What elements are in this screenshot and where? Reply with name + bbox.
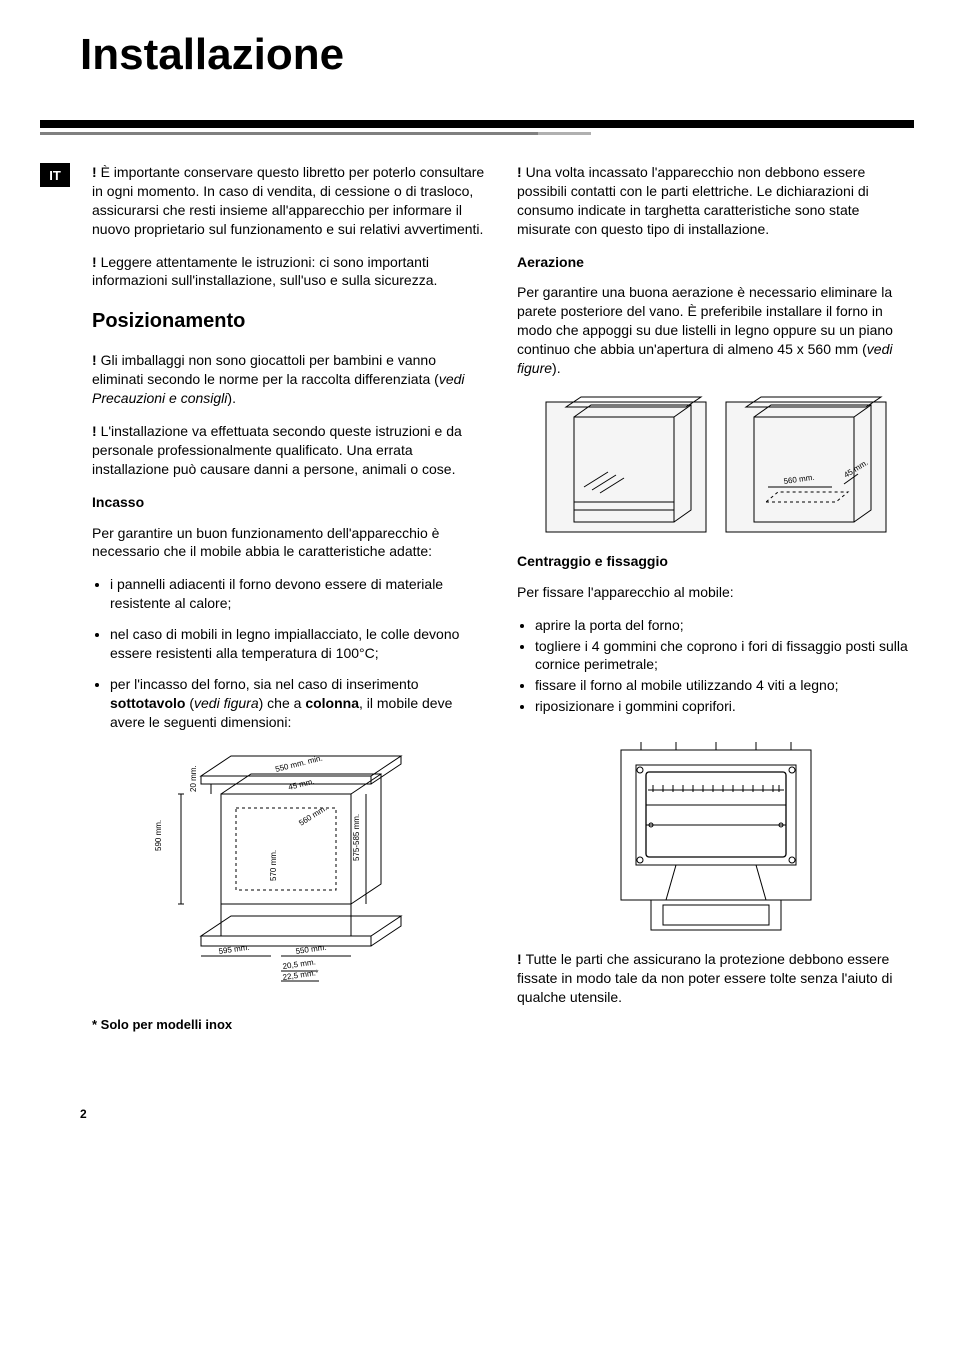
body-text: Gli imballaggi non sono giocattoli per b… xyxy=(92,352,439,387)
warning-paragraph: ! È importante conservare questo librett… xyxy=(92,163,489,239)
left-column: ! È importante conservare questo librett… xyxy=(92,163,489,1047)
dim-label: 20 mm. xyxy=(189,765,198,792)
body-text: ) che a xyxy=(259,695,306,711)
dim-label: 45 mm. xyxy=(287,776,315,791)
list-item: i pannelli adiacenti il forno devono ess… xyxy=(110,575,489,613)
dim-label: 595 mm. xyxy=(218,942,250,955)
body-text: È importante conservare questo libretto … xyxy=(92,164,484,237)
list-item: nel caso di mobili in legno impiallaccia… xyxy=(110,625,489,663)
body-text-bold: sottotavolo xyxy=(110,695,185,711)
body-text-bold: colonna xyxy=(305,695,359,711)
fixing-figure xyxy=(517,730,914,940)
body-text: per l'incasso del forno, sia nel caso di… xyxy=(110,676,419,692)
warning-paragraph: ! Tutte le parti che assicurano la prote… xyxy=(517,950,914,1007)
body-paragraph: Per garantire una buona aerazione è nece… xyxy=(517,283,914,377)
body-text: ). xyxy=(227,390,236,406)
body-text-italic: vedi figura xyxy=(194,695,259,711)
bullet-list: aprire la porta del forno; togliere i 4 … xyxy=(517,616,914,716)
list-item: per l'incasso del forno, sia nel caso di… xyxy=(110,675,489,732)
body-text: ( xyxy=(185,695,194,711)
body-text: Leggere attentamente le istruzioni: ci s… xyxy=(92,254,437,289)
language-badge: IT xyxy=(40,163,70,187)
page-number: 2 xyxy=(80,1107,914,1121)
bang-icon: ! xyxy=(92,423,101,439)
subsection-heading: Centraggio e fissaggio xyxy=(517,552,914,571)
body-paragraph: Per fissare l'apparecchio al mobile: xyxy=(517,583,914,602)
figure-footnote: * Solo per modelli inox xyxy=(92,1016,489,1034)
right-column: ! Una volta incassato l'apparecchio non … xyxy=(517,163,914,1047)
section-heading: Posizionamento xyxy=(92,308,489,335)
dim-label: 575-585 mm. xyxy=(352,813,361,860)
dim-label: 550 mm. min. xyxy=(274,753,323,773)
page-title: Installazione xyxy=(80,30,914,80)
warning-paragraph: ! Una volta incassato l'apparecchio non … xyxy=(517,163,914,239)
dimensions-figure: 590 mm. 20 mm. 550 mm. min. 45 mm. 560 m… xyxy=(92,746,489,1006)
list-item: fissare il forno al mobile utilizzando 4… xyxy=(535,676,914,695)
language-tab: IT xyxy=(40,163,70,1047)
bullet-list: i pannelli adiacenti il forno devono ess… xyxy=(92,575,489,731)
list-item: aprire la porta del forno; xyxy=(535,616,914,635)
body-text: Tutte le parti che assicurano la protezi… xyxy=(517,951,892,1005)
bang-icon: ! xyxy=(92,164,101,180)
body-text: Per garantire una buona aerazione è nece… xyxy=(517,284,893,357)
list-item: riposizionare i gommini coprifori. xyxy=(535,697,914,716)
body-text: ). xyxy=(552,360,561,376)
warning-paragraph: ! Leggere attentamente le istruzioni: ci… xyxy=(92,253,489,291)
horizontal-rule xyxy=(40,120,914,128)
bang-icon: ! xyxy=(517,164,526,180)
bang-icon: ! xyxy=(92,254,101,270)
dim-label: 590 mm. xyxy=(154,819,163,850)
body-paragraph: Per garantire un buon funzionamento dell… xyxy=(92,524,489,562)
bang-icon: ! xyxy=(517,951,526,967)
dim-label: 570 mm. xyxy=(269,849,278,880)
list-item: togliere i 4 gommini che coprono i fori … xyxy=(535,637,914,675)
ventilation-figure: 560 mm. 45 mm. xyxy=(517,392,914,542)
body-text: Una volta incassato l'apparecchio non de… xyxy=(517,164,869,237)
bang-icon: ! xyxy=(92,352,101,368)
dim-label: 560 mm. xyxy=(297,803,328,827)
warning-paragraph: ! L'installazione va effettuata secondo … xyxy=(92,422,489,479)
warning-paragraph: ! Gli imballaggi non sono giocattoli per… xyxy=(92,351,489,408)
subsection-heading: Aerazione xyxy=(517,253,914,272)
dim-label: 550 mm. xyxy=(295,942,327,955)
body-text: L'installazione va effettuata secondo qu… xyxy=(92,423,462,477)
horizontal-subrule xyxy=(40,132,914,135)
subsection-heading: Incasso xyxy=(92,493,489,512)
